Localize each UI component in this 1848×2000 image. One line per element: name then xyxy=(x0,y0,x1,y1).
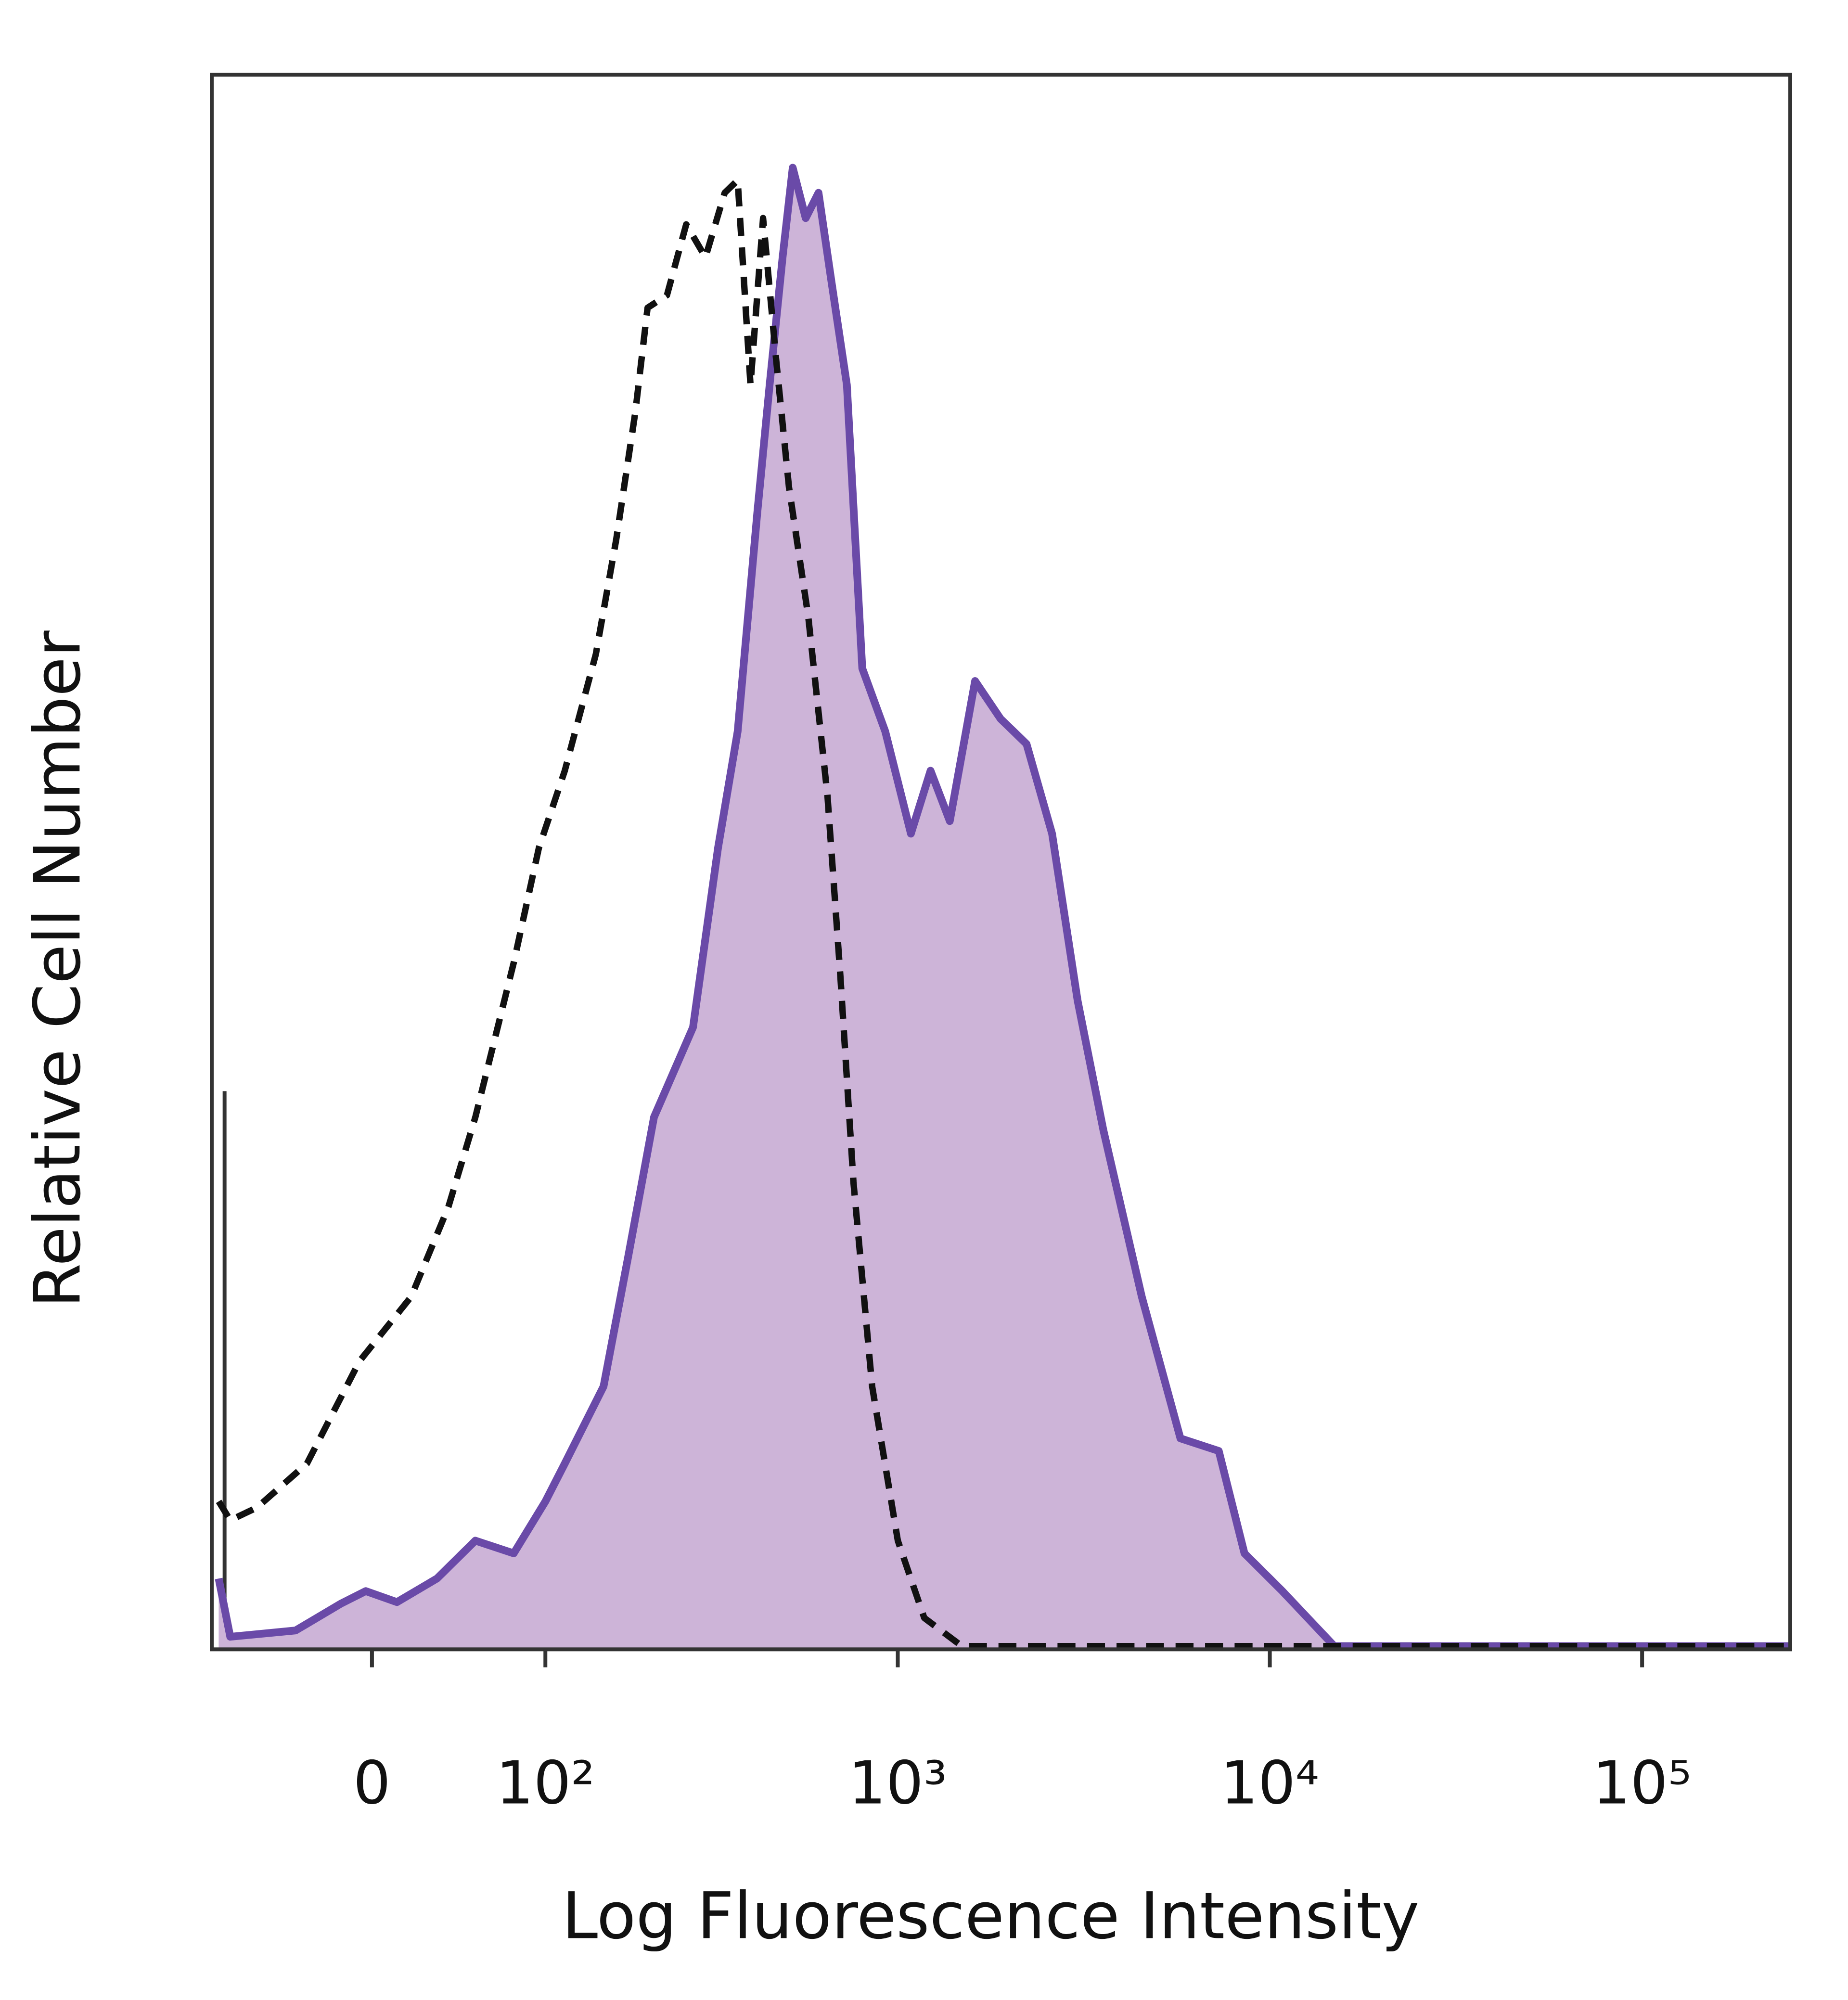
x-axis-title: Log Fluorescence Intensity xyxy=(562,1879,1420,1953)
x-tick-label: 10⁴ xyxy=(1220,1748,1319,1817)
x-tick-label: 10⁵ xyxy=(1593,1748,1692,1817)
x-tick-label: 10² xyxy=(496,1748,595,1817)
plot-frame xyxy=(210,73,1792,1652)
x-tick-label: 10³ xyxy=(848,1748,947,1817)
x-tick-label: 0 xyxy=(353,1748,391,1817)
histogram-area xyxy=(218,167,1791,1650)
plot-area xyxy=(215,164,1791,1650)
y-axis-title: Relative Cell Number xyxy=(20,630,95,1308)
histogram-line xyxy=(215,164,1790,1650)
histogram-line xyxy=(216,177,1790,1650)
